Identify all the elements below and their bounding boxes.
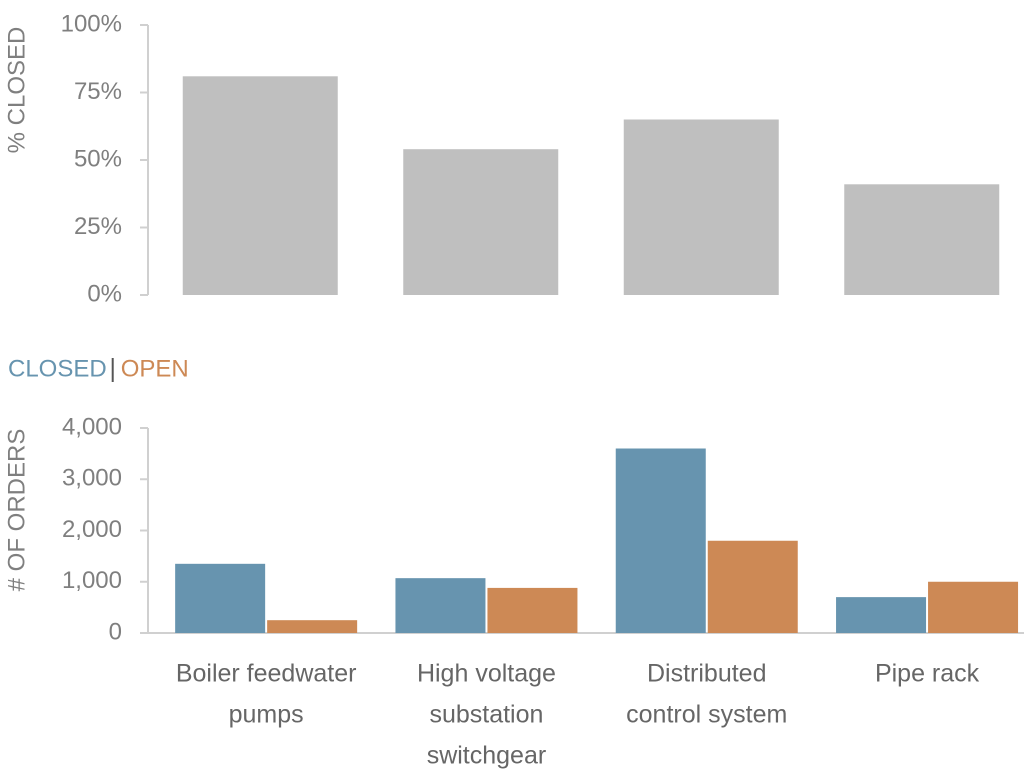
y-tick-label: 50%	[74, 145, 122, 172]
x-tick-label: Pipe rack	[875, 660, 980, 688]
y-axis-label: # OF ORDERS	[3, 429, 30, 592]
x-tick-label: switchgear	[427, 742, 547, 770]
bar	[615, 448, 706, 633]
bar	[487, 587, 578, 633]
y-tick-label: 25%	[74, 213, 122, 240]
y-tick-label: 2,000	[62, 516, 122, 543]
y-tick-label: 3,000	[62, 465, 122, 492]
x-tick-label: Boiler feedwater	[176, 660, 357, 688]
y-axis-label: % CLOSED	[3, 27, 30, 154]
bar	[844, 184, 1000, 295]
x-tick-label: control system	[626, 701, 787, 729]
bar	[928, 581, 1019, 633]
y-tick-label: 100%	[61, 10, 122, 37]
bar	[707, 540, 798, 633]
x-tick-label: High voltage	[417, 660, 556, 688]
x-tick-label: pumps	[229, 701, 304, 729]
x-tick-label: substation	[429, 701, 543, 729]
bar	[395, 578, 486, 633]
bar	[175, 563, 266, 633]
y-tick-label: 0%	[87, 280, 122, 307]
bar	[623, 119, 779, 295]
y-tick-label: 4,000	[62, 413, 122, 440]
x-tick-label: Distributed	[647, 660, 767, 688]
y-tick-label: 75%	[74, 78, 122, 105]
y-tick-label: 1,000	[62, 567, 122, 594]
bar	[836, 597, 927, 633]
legend-entry: CLOSED	[8, 355, 107, 382]
legend-entry: OPEN	[121, 355, 189, 382]
y-tick-label: 0	[109, 618, 122, 645]
bar	[182, 76, 338, 295]
bar	[267, 620, 358, 633]
bar	[403, 149, 559, 295]
